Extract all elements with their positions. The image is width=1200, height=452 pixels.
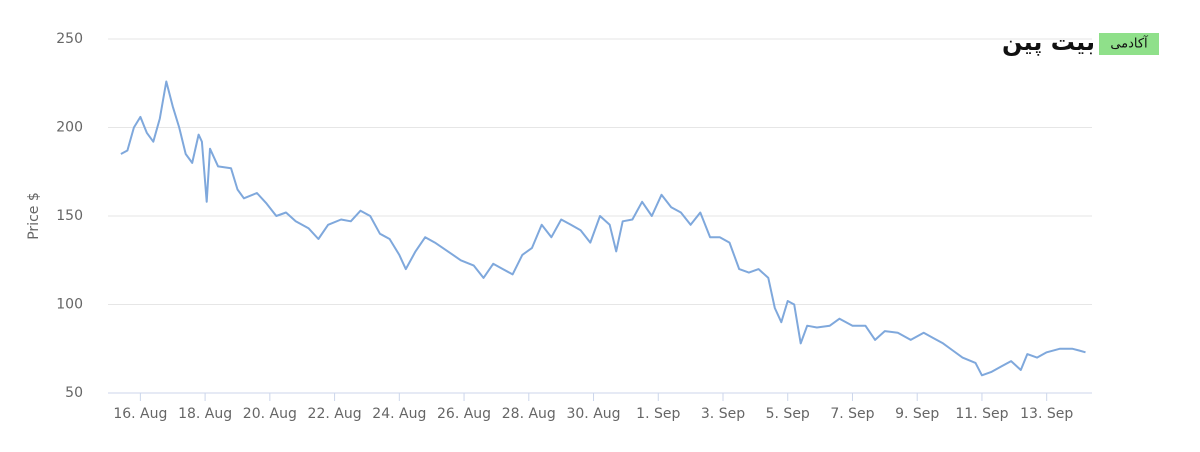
x-tick-label: 5. Sep [766,406,810,422]
y-tick-label: 150 [56,208,83,224]
x-tick-label: 9. Sep [895,406,939,422]
x-tick-label: 20. Aug [243,406,297,422]
y-tick-label: 200 [56,120,83,136]
x-tick-label: 11. Sep [955,406,1008,422]
x-tick-label: 16. Aug [113,406,167,422]
logo-tag-bg [1099,33,1159,55]
x-tick-label: 3. Sep [701,406,745,422]
logo-tag: آکادمی [1110,35,1149,52]
x-tick-label: 26. Aug [437,406,491,422]
logo-name: بیت پین [1002,28,1095,56]
y-axis-label: Price $ [26,192,42,240]
price-line [120,80,1086,377]
y-tick-label: 50 [65,385,83,401]
x-tick-label: 24. Aug [372,406,426,422]
x-tick-label: 28. Aug [502,406,556,422]
x-tick-label: 30. Aug [566,406,620,422]
x-tick-label: 22. Aug [308,406,362,422]
x-tick-label: 7. Sep [830,406,874,422]
y-tick-label: 250 [56,31,83,47]
x-tick-label: 18. Aug [178,406,232,422]
x-tick-label: 13. Sep [1020,406,1073,422]
x-tick-label: 1. Sep [636,406,680,422]
y-tick-label: 100 [56,297,83,313]
